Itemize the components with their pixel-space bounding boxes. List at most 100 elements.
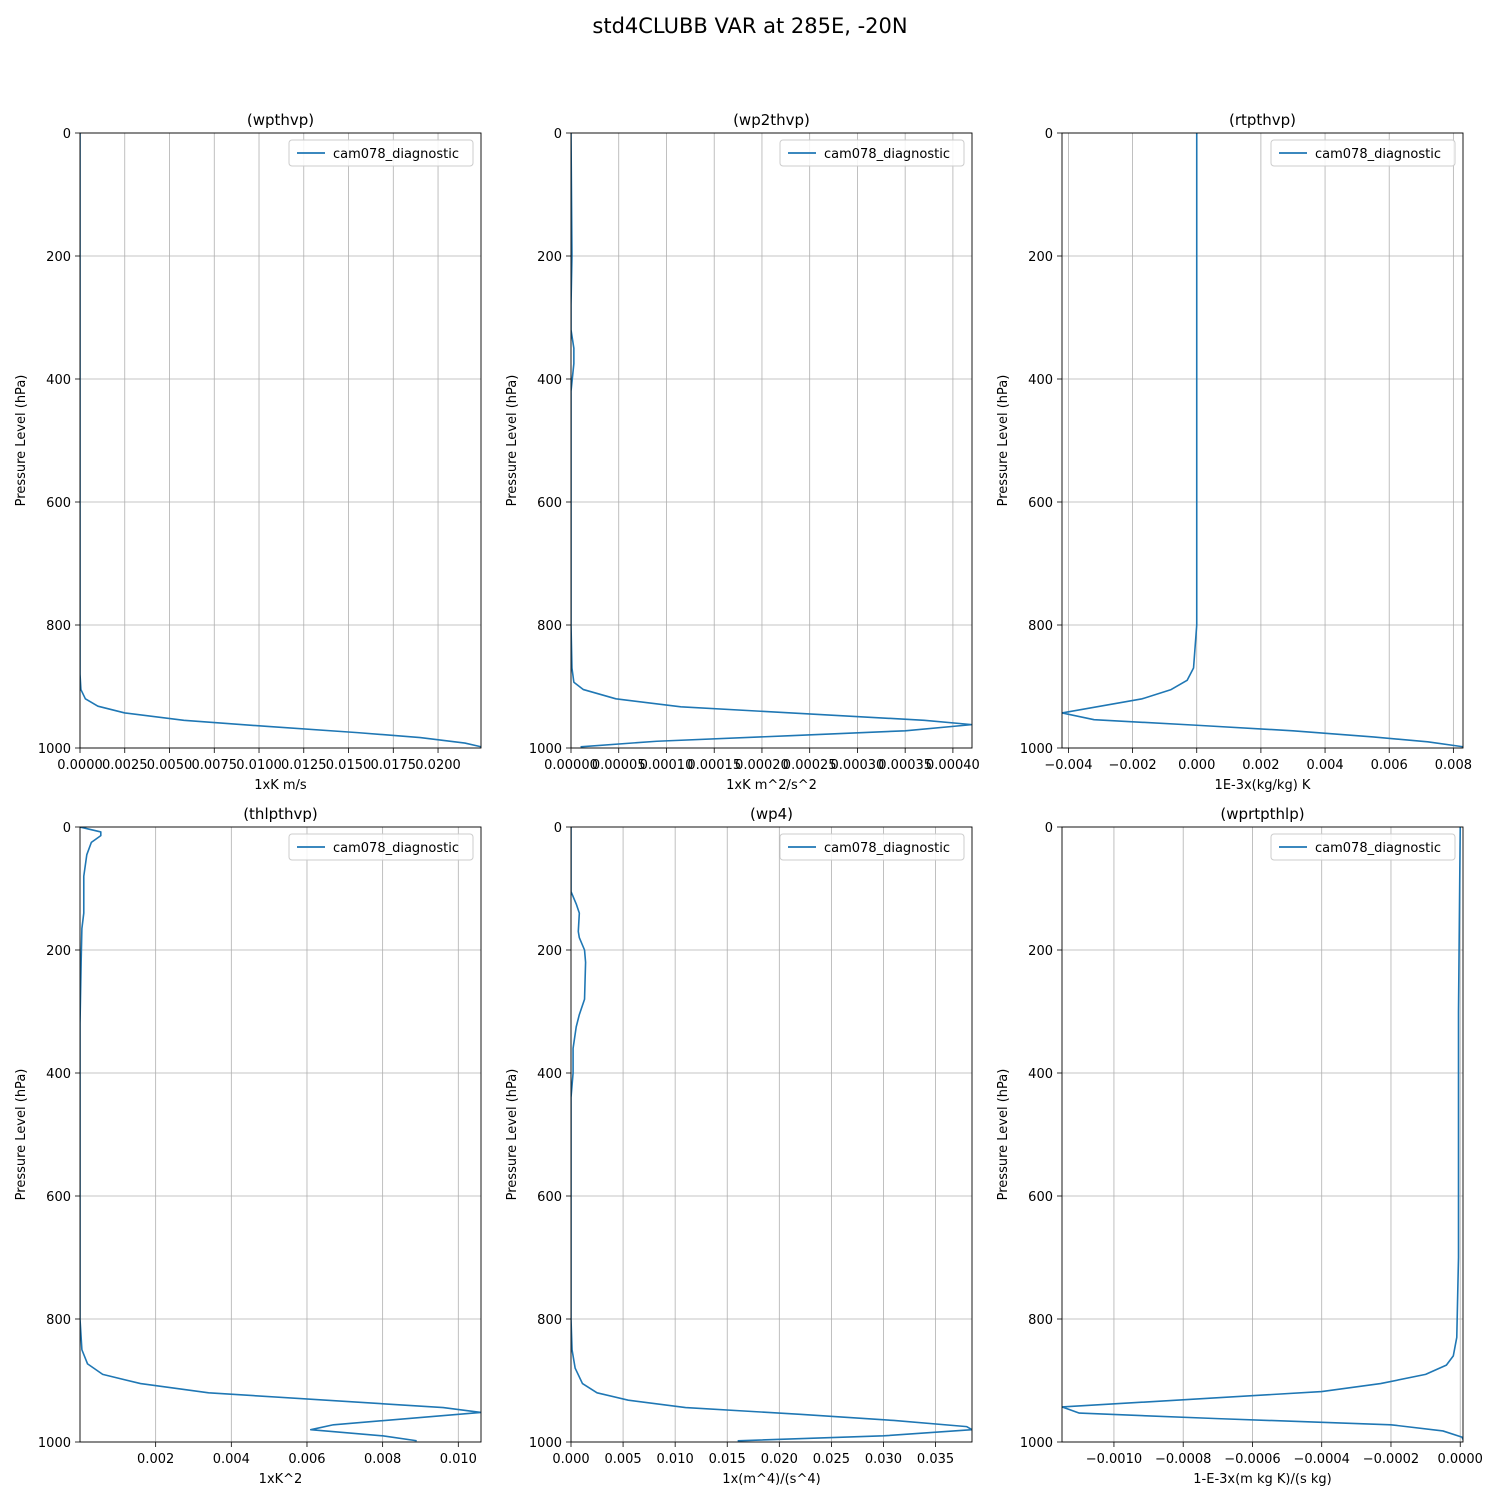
legend-label: cam078_diagnostic (1315, 147, 1441, 162)
x-tick-label: 0.0175 (371, 758, 417, 773)
x-tick-label: 0.000 (552, 1452, 589, 1467)
y-tick-label: 1000 (38, 742, 71, 757)
y-tick-label: 0 (1045, 127, 1053, 142)
x-tick-label: 0.008 (1435, 758, 1472, 773)
x-tick-label: 0.004 (213, 1452, 250, 1467)
subplot-title: (wpthvp) (247, 111, 314, 129)
x-axis-label: 1xK m^2/s^2 (726, 778, 817, 793)
series-line (80, 827, 481, 1442)
legend-label: cam078_diagnostic (824, 841, 950, 856)
x-tick-label: 0.00005 (592, 758, 646, 773)
x-tick-label: 0.0025 (102, 758, 148, 773)
axes-frame (1061, 132, 1464, 749)
axes-frame (79, 132, 482, 749)
legend: cam078_diagnostic (779, 833, 965, 861)
y-tick-label: 1000 (1020, 742, 1053, 757)
subplot-4: 0.002 0.004 0.006 0.008 0.010 0 200 400 600 800 10… (14, 805, 482, 1487)
y-tick-label: 200 (46, 944, 71, 959)
legend-box (1270, 833, 1456, 861)
x-tick-label: 0.00035 (878, 758, 932, 773)
subplot-2: 0.000000.000050.000100.000150.000200.000… (505, 111, 980, 793)
legend: cam078_diagnostic (1270, 833, 1456, 861)
series-line (571, 133, 972, 748)
y-axis-label: Pressure Level (hPa) (14, 375, 29, 507)
legend-box (288, 139, 474, 167)
x-axis-label: 1-E-3x(m kg K)/(s kg) (1193, 1472, 1331, 1487)
legend-label: cam078_diagnostic (333, 841, 459, 856)
x-tick-label: 0.005 (604, 1452, 641, 1467)
legend-box (288, 833, 474, 861)
x-tick-label: 0.00020 (735, 758, 789, 773)
legend: cam078_diagnostic (1270, 139, 1456, 167)
y-tick-label: 0 (554, 127, 562, 142)
y-tick-label: 600 (46, 496, 71, 511)
x-tick-label: 0.0125 (281, 758, 327, 773)
y-axis-label: Pressure Level (hPa) (14, 1069, 29, 1201)
x-tick-label: −0.002 (1109, 758, 1157, 773)
legend: cam078_diagnostic (288, 833, 474, 861)
x-tick-label: 0.00030 (831, 758, 885, 773)
y-tick-label: 400 (46, 1067, 71, 1082)
y-tick-label: 800 (537, 619, 562, 634)
x-tick-label: 0.002 (1242, 758, 1279, 773)
x-tick-label: 0.0000 (57, 758, 103, 773)
y-tick-label: 0 (63, 127, 71, 142)
subplot-5: 0.000 0.005 0.010 0.015 0.020 0.025 0.030 0.035… (505, 805, 973, 1487)
y-tick-label: 400 (1028, 373, 1053, 388)
x-tick-label: 0.008 (364, 1452, 401, 1467)
x-tick-label: 0.000 (1178, 758, 1215, 773)
legend-box (1270, 139, 1456, 167)
x-tick-label: 0.00010 (640, 758, 694, 773)
axes-frame (1061, 826, 1464, 1443)
x-tick-label: 0.010 (657, 1452, 694, 1467)
y-tick-label: 0 (63, 821, 71, 836)
y-tick-label: 1000 (1020, 1436, 1053, 1451)
x-tick-label: 0.00040 (926, 758, 980, 773)
series-line (1062, 827, 1463, 1442)
y-tick-label: 600 (537, 496, 562, 511)
x-tick-label: −0.0006 (1224, 1452, 1280, 1467)
y-tick-label: 400 (537, 373, 562, 388)
x-tick-label: −0.0002 (1363, 1452, 1419, 1467)
x-tick-label: 0.0200 (415, 758, 461, 773)
x-axis-label: 1xK m/s (254, 778, 307, 793)
y-axis-label: Pressure Level (hPa) (996, 375, 1011, 507)
y-tick-label: 800 (46, 619, 71, 634)
x-tick-label: 0.0050 (147, 758, 193, 773)
y-tick-label: 1000 (529, 742, 562, 757)
y-tick-label: 200 (1028, 250, 1053, 265)
x-tick-label: 0.006 (1371, 758, 1408, 773)
x-tick-label: 0.0150 (326, 758, 372, 773)
subplot-title: (wprtpthlp) (1220, 805, 1304, 823)
x-tick-label: 0.015 (709, 1452, 746, 1467)
subplot-title: (rtpthvp) (1229, 111, 1296, 129)
y-tick-label: 400 (1028, 1067, 1053, 1082)
subplot-title: (wp4) (750, 805, 793, 823)
axes-frame (570, 132, 973, 749)
x-tick-label: 0.020 (761, 1452, 798, 1467)
x-tick-label: 0.006 (288, 1452, 325, 1467)
x-tick-label: 0.035 (917, 1452, 954, 1467)
x-tick-label: 0.002 (137, 1452, 174, 1467)
subplot-1: 0.0000 0.0025 0.0050 0.0075 0.0100 0.0125 0.01… (14, 111, 482, 793)
x-tick-label: 0.0075 (192, 758, 238, 773)
x-tick-label: 0.010 (440, 1452, 477, 1467)
x-tick-label: 0.0100 (236, 758, 282, 773)
x-axis-label: 1E-3x(kg/kg) K (1215, 778, 1311, 793)
x-tick-label: 0.00025 (783, 758, 837, 773)
y-tick-label: 200 (1028, 944, 1053, 959)
subplot-title: (thlpthvp) (243, 805, 318, 823)
y-tick-label: 1000 (38, 1436, 71, 1451)
axes-frame (570, 826, 973, 1443)
subplot-title: (wp2thvp) (733, 111, 810, 129)
y-tick-label: 1000 (529, 1436, 562, 1451)
y-tick-label: 800 (1028, 619, 1053, 634)
x-tick-label: 0.030 (865, 1452, 902, 1467)
y-tick-label: 200 (46, 250, 71, 265)
x-tick-label: 0.00000 (544, 758, 598, 773)
y-tick-label: 400 (46, 373, 71, 388)
x-tick-label: 0.004 (1306, 758, 1343, 773)
y-tick-label: 800 (46, 1313, 71, 1328)
